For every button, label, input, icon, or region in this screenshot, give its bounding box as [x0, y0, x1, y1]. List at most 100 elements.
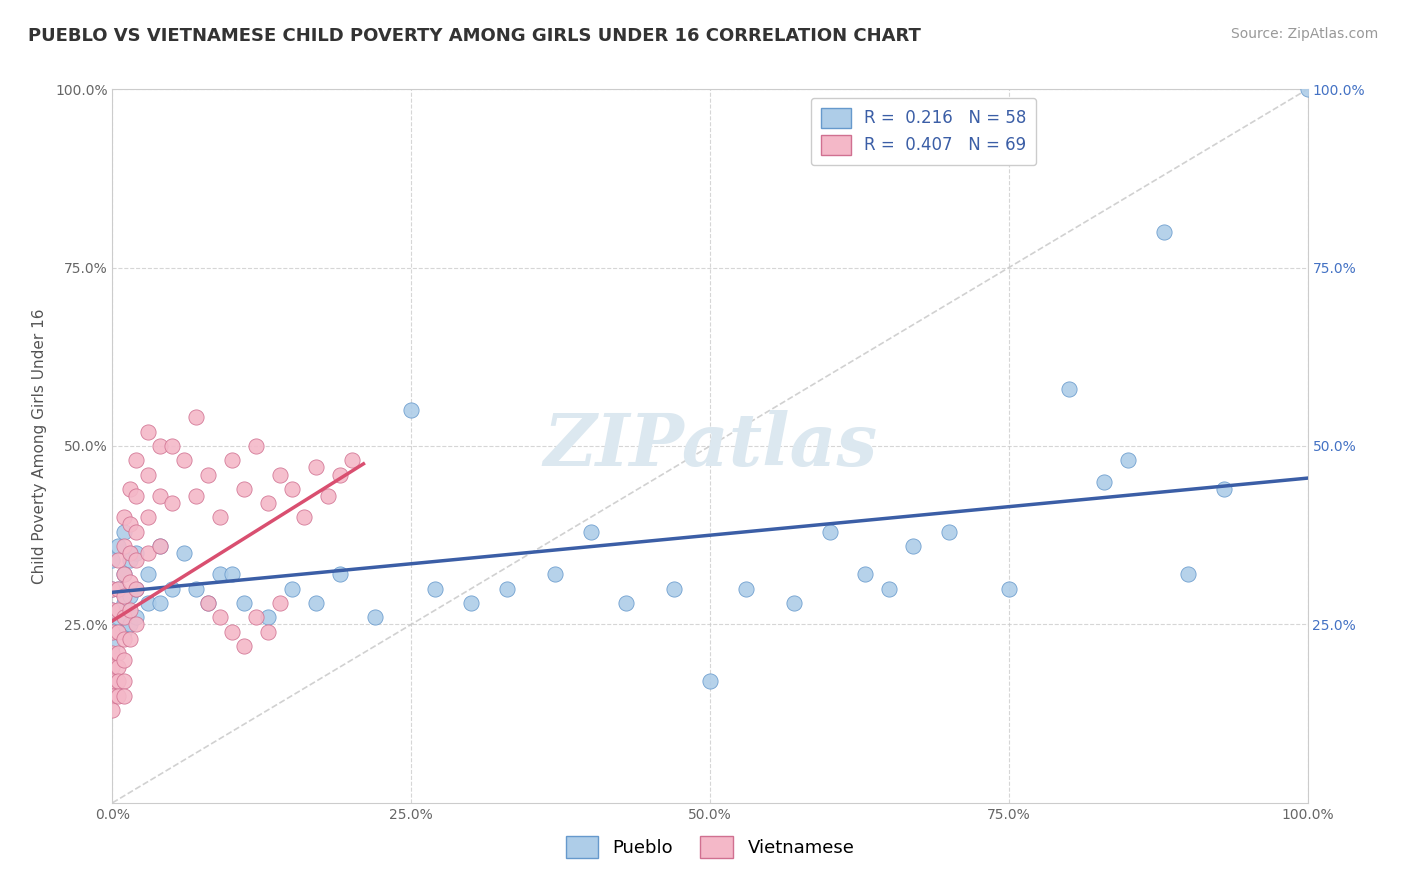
Point	[197, 467, 219, 482]
Text: Source: ZipAtlas.com: Source: ZipAtlas.com	[1230, 27, 1378, 41]
Point	[1153, 225, 1175, 239]
Point	[101, 646, 124, 660]
Point	[329, 567, 352, 582]
Point	[173, 546, 195, 560]
Point	[125, 453, 148, 467]
Point	[1057, 382, 1080, 396]
Point	[162, 496, 183, 510]
Point	[245, 439, 267, 453]
Point	[186, 582, 208, 596]
Point	[1296, 82, 1319, 96]
Point	[114, 674, 135, 689]
Y-axis label: Child Poverty Among Girls Under 16: Child Poverty Among Girls Under 16	[32, 309, 46, 583]
Point	[233, 596, 256, 610]
Point	[120, 553, 142, 567]
Point	[107, 582, 129, 596]
Point	[903, 539, 925, 553]
Point	[114, 539, 135, 553]
Point	[149, 489, 172, 503]
Point	[1213, 482, 1236, 496]
Point	[120, 632, 142, 646]
Point	[616, 596, 638, 610]
Text: PUEBLO VS VIETNAMESE CHILD POVERTY AMONG GIRLS UNDER 16 CORRELATION CHART: PUEBLO VS VIETNAMESE CHILD POVERTY AMONG…	[28, 27, 921, 45]
Point	[401, 403, 423, 417]
Point	[107, 610, 129, 624]
Point	[186, 489, 208, 503]
Point	[149, 596, 172, 610]
Point	[138, 510, 160, 524]
Point	[114, 624, 135, 639]
Point	[114, 524, 135, 539]
Point	[107, 624, 129, 639]
Point	[107, 539, 129, 553]
Point	[101, 624, 124, 639]
Point	[305, 596, 328, 610]
Point	[998, 582, 1021, 596]
Point	[101, 624, 124, 639]
Point	[316, 489, 339, 503]
Point	[257, 496, 280, 510]
Point	[305, 460, 328, 475]
Point	[197, 596, 219, 610]
Point	[138, 467, 160, 482]
Point	[114, 689, 135, 703]
Point	[101, 553, 124, 567]
Point	[101, 582, 124, 596]
Point	[120, 574, 142, 589]
Point	[197, 596, 219, 610]
Point	[879, 582, 901, 596]
Point	[138, 546, 160, 560]
Point	[149, 539, 172, 553]
Point	[233, 482, 256, 496]
Point	[425, 582, 447, 596]
Point	[120, 517, 142, 532]
Point	[120, 589, 142, 603]
Point	[114, 567, 135, 582]
Point	[114, 596, 135, 610]
Point	[221, 567, 243, 582]
Point	[186, 410, 208, 425]
Point	[107, 603, 129, 617]
Point	[125, 546, 148, 560]
Text: ZIPatlas: ZIPatlas	[543, 410, 877, 482]
Point	[114, 632, 135, 646]
Point	[209, 567, 232, 582]
Point	[107, 553, 129, 567]
Point	[120, 546, 142, 560]
Point	[149, 439, 172, 453]
Point	[233, 639, 256, 653]
Point	[114, 589, 135, 603]
Point	[107, 674, 129, 689]
Point	[101, 660, 124, 674]
Point	[114, 610, 135, 624]
Point	[125, 553, 148, 567]
Point	[149, 539, 172, 553]
Point	[818, 524, 841, 539]
Point	[162, 439, 183, 453]
Point	[938, 524, 960, 539]
Point	[120, 482, 142, 496]
Point	[1094, 475, 1116, 489]
Point	[125, 489, 148, 503]
Point	[162, 582, 183, 596]
Point	[209, 610, 232, 624]
Point	[221, 453, 243, 467]
Point	[496, 582, 519, 596]
Point	[340, 453, 363, 467]
Point	[1118, 453, 1140, 467]
Point	[107, 689, 129, 703]
Point	[281, 482, 304, 496]
Point	[364, 610, 387, 624]
Point	[114, 653, 135, 667]
Point	[107, 646, 129, 660]
Point	[101, 582, 124, 596]
Point	[120, 617, 142, 632]
Point	[114, 567, 135, 582]
Point	[107, 582, 129, 596]
Point	[125, 610, 148, 624]
Point	[245, 610, 267, 624]
Legend: Pueblo, Vietnamese: Pueblo, Vietnamese	[558, 829, 862, 865]
Point	[173, 453, 195, 467]
Point	[101, 603, 124, 617]
Point	[125, 582, 148, 596]
